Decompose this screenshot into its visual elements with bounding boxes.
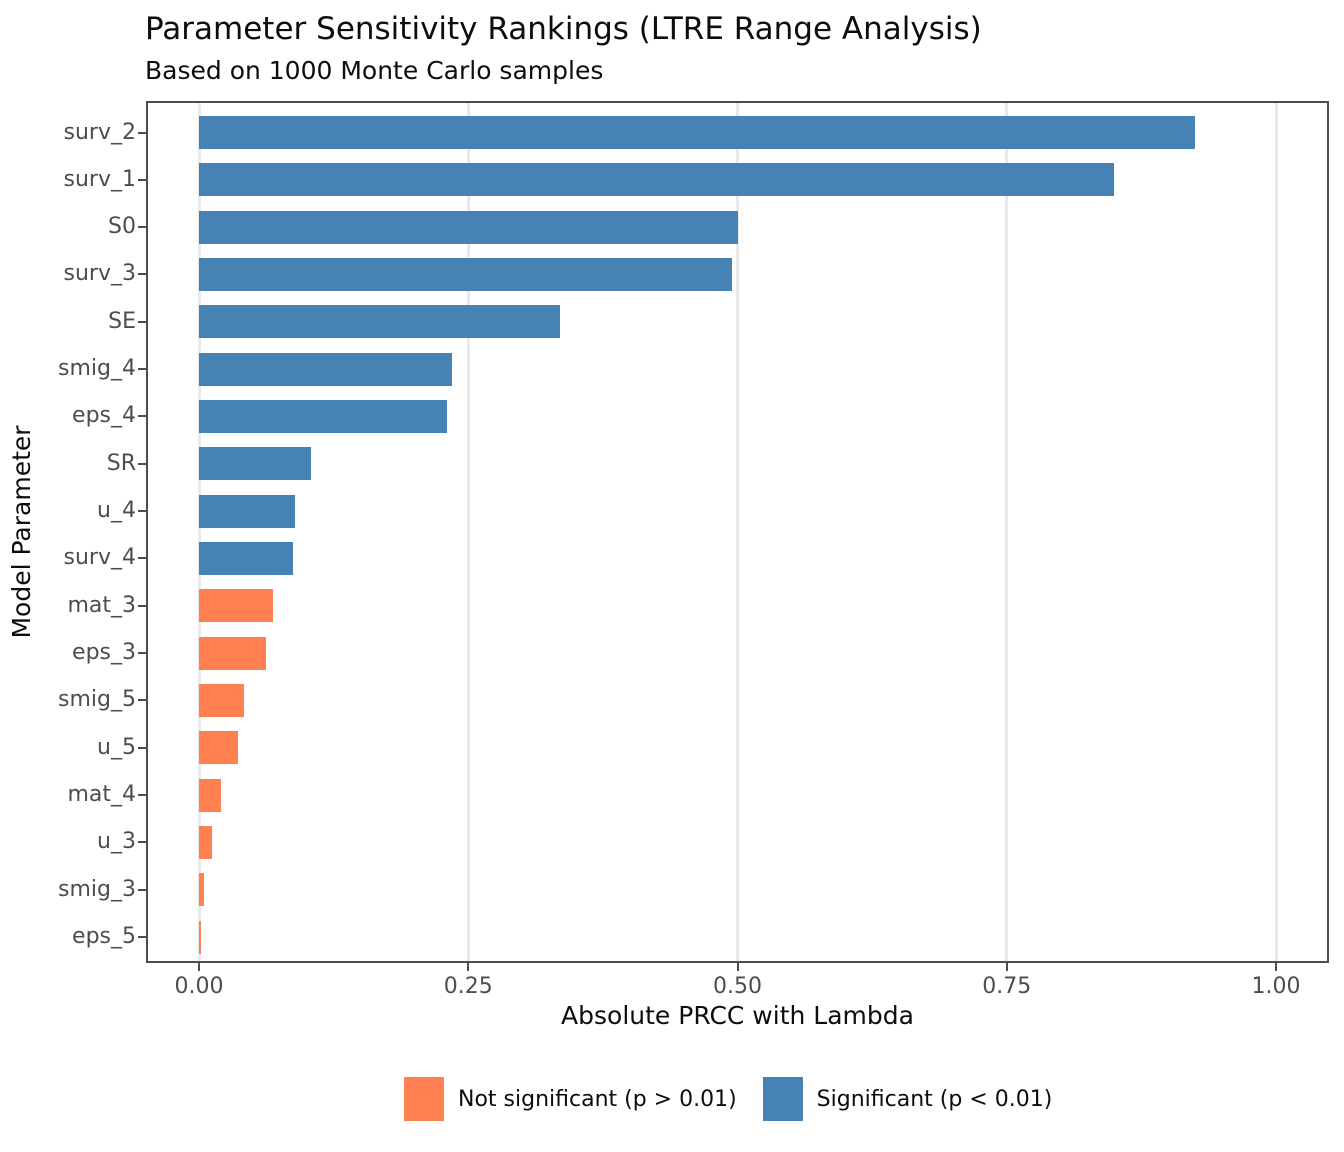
- y-tick-label-u_4: u_4: [97, 498, 136, 524]
- y-tick-eps_5: [138, 936, 146, 939]
- x-tick-0.25: [467, 963, 470, 971]
- y-axis-title: Model Parameter: [7, 425, 36, 639]
- y-tick-label-SE: SE: [108, 308, 136, 334]
- y-tick-u_3: [138, 841, 146, 844]
- y-tick-label-surv_4: surv_4: [63, 545, 136, 571]
- y-tick-SR: [138, 462, 146, 465]
- legend-label-not_significant: Not significant (p > 0.01): [458, 1086, 737, 1112]
- gridline-x-0.75: [1005, 101, 1009, 963]
- y-tick-label-surv_3: surv_3: [63, 261, 136, 287]
- x-axis-title: Absolute PRCC with Lambda: [561, 1001, 914, 1030]
- x-tick-label-1.00: 1.00: [1251, 974, 1301, 999]
- y-tick-eps_3: [138, 652, 146, 655]
- x-tick-label-0.50: 0.50: [713, 974, 762, 999]
- legend-label-significant: Significant (p < 0.01): [816, 1086, 1053, 1112]
- y-tick-label-surv_1: surv_1: [63, 166, 136, 192]
- x-tick-0.50: [736, 963, 739, 971]
- bar-smig_4: [199, 352, 453, 386]
- bar-mat_3: [199, 589, 274, 623]
- bar-eps_5: [199, 920, 202, 954]
- y-tick-SE: [138, 320, 146, 323]
- x-tick-label-0.75: 0.75: [982, 974, 1032, 999]
- y-tick-smig_4: [138, 368, 146, 371]
- y-tick-label-S0: S0: [108, 214, 136, 240]
- gridline-x-0.00: [197, 101, 201, 963]
- gridline-x-0.25: [466, 101, 470, 963]
- y-tick-label-eps_4: eps_4: [72, 403, 136, 429]
- y-tick-surv_2: [138, 131, 146, 134]
- y-tick-u_4: [138, 510, 146, 513]
- bar-surv_1: [199, 163, 1115, 197]
- chart-title: Parameter Sensitivity Rankings (LTRE Ran…: [145, 11, 982, 47]
- y-tick-surv_4: [138, 557, 146, 560]
- y-tick-label-eps_3: eps_3: [72, 640, 136, 666]
- y-tick-label-smig_5: smig_5: [58, 687, 136, 713]
- x-tick-0.00: [198, 963, 200, 971]
- bar-SE: [199, 305, 560, 339]
- bar-u_5: [199, 731, 238, 765]
- bar-mat_4: [199, 778, 221, 812]
- x-tick-label-0.25: 0.25: [443, 974, 493, 999]
- y-tick-label-smig_4: smig_4: [58, 356, 136, 382]
- y-tick-mat_3: [138, 604, 146, 607]
- y-tick-label-smig_3: smig_3: [58, 876, 136, 902]
- legend-entry-significant: Significant (p < 0.01): [762, 1077, 1053, 1121]
- bar-u_3: [199, 825, 212, 859]
- y-tick-label-SR: SR: [106, 450, 136, 476]
- y-tick-mat_4: [138, 794, 146, 797]
- y-tick-u_5: [138, 746, 146, 749]
- bar-SR: [199, 447, 311, 481]
- y-tick-smig_5: [138, 699, 146, 702]
- x-tick-0.75: [1005, 963, 1008, 971]
- bar-u_4: [199, 494, 295, 528]
- y-tick-S0: [138, 226, 146, 229]
- chart-subtitle: Based on 1000 Monte Carlo samples: [145, 56, 604, 85]
- gridline-x-1.00: [1274, 101, 1278, 963]
- bar-surv_4: [199, 541, 293, 575]
- y-tick-label-u_3: u_3: [97, 829, 136, 855]
- bar-surv_2: [199, 116, 1196, 149]
- legend: Not significant (p > 0.01) Significant (p…: [404, 1077, 1052, 1121]
- legend-entry-not_significant: Not significant (p > 0.01): [404, 1077, 737, 1121]
- x-tick-1.00: [1275, 963, 1277, 971]
- bar-smig_3: [199, 873, 205, 907]
- y-tick-label-mat_4: mat_4: [67, 782, 136, 808]
- y-tick-label-surv_2: surv_2: [63, 119, 136, 145]
- y-tick-label-eps_5: eps_5: [72, 924, 136, 950]
- y-tick-smig_3: [138, 888, 146, 891]
- bar-S0: [199, 210, 738, 244]
- y-tick-eps_4: [138, 415, 146, 418]
- bar-surv_3: [199, 257, 733, 291]
- gridline-x-0.50: [736, 101, 739, 963]
- x-tick-label-0.00: 0.00: [174, 974, 224, 999]
- legend-swatch-not_significant: [404, 1077, 444, 1121]
- bar-smig_5: [199, 683, 245, 717]
- legend-swatch-significant: [762, 1077, 803, 1121]
- bar-eps_3: [199, 636, 266, 670]
- y-tick-surv_1: [138, 178, 146, 181]
- y-tick-surv_3: [138, 273, 146, 276]
- y-tick-label-mat_3: mat_3: [67, 592, 136, 618]
- y-tick-label-u_5: u_5: [97, 734, 136, 760]
- bar-eps_4: [199, 399, 447, 433]
